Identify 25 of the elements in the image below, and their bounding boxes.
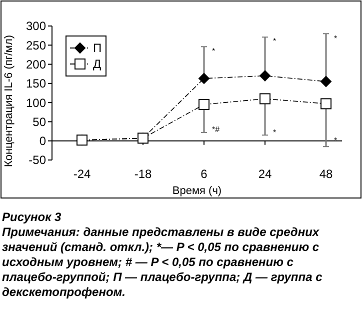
y-tick-label: 50 — [32, 114, 46, 129]
text: Рисунок 3 — [2, 210, 62, 225]
x-axis-title: Время (ч) — [172, 185, 222, 197]
y-tick-label: 300 — [26, 19, 46, 34]
y-axis-title: Концентрация IL-6 (пг/мл) — [3, 34, 15, 168]
annotation: * — [273, 128, 276, 138]
x-tick-label: -18 — [134, 167, 152, 181]
y-tick-label: 150 — [26, 76, 46, 91]
text: Примечания: данные представлены в виде средних значений (станд. откл.); *— P < 0,05 по сравнению с исходным уровнем; # — P < 0,05 по сравнению с плацебо-группой; П — плацебо-группа; Д — группа с декскетопрофеном. — [2, 225, 324, 300]
y-tick-label: -50 — [28, 153, 46, 168]
x-tick-label: 6 — [200, 167, 208, 181]
x-tick-label: -24 — [73, 167, 91, 181]
y-tick-label: 100 — [26, 96, 46, 110]
y-tick-label: 250 — [26, 38, 46, 52]
legend-label: П — [93, 41, 102, 56]
annotation: * — [212, 46, 216, 56]
x-tick-label: 48 — [319, 167, 333, 181]
y-tick-label: 0 — [39, 134, 46, 148]
annotation: * — [334, 34, 338, 44]
x-tick-label: 24 — [258, 167, 272, 181]
annotation: * — [334, 136, 338, 145]
y-tick-label: 200 — [26, 57, 46, 72]
annotation: * — [273, 36, 276, 46]
legend-label: Д — [93, 57, 102, 72]
annotation: *# — [212, 125, 220, 134]
